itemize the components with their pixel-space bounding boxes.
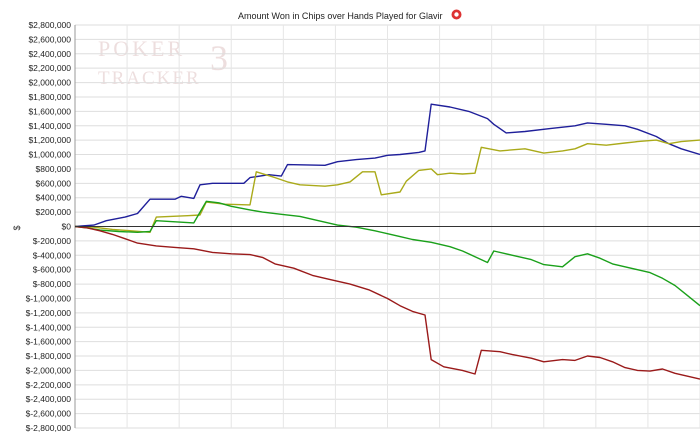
y-tick-label: $1,000,000 [28,150,71,160]
y-tick-label: $-1,400,000 [26,322,72,332]
series-lines [74,103,700,380]
series-line-2 [74,200,700,307]
series-line-3 [74,225,700,380]
y-tick-label: $200,000 [36,207,72,217]
y-tick-label: $2,800,000 [28,20,71,30]
y-tick-label: $2,000,000 [28,78,71,88]
poker-chip-icon [451,9,462,22]
y-tick-label: $600,000 [36,178,72,188]
y-tick-label: $2,600,000 [28,34,71,44]
y-axis-label: $ [12,225,22,230]
y-tick-label: $400,000 [36,193,72,203]
svg-text:TRACKER: TRACKER [98,68,201,89]
y-tick-label: $1,200,000 [28,135,71,145]
y-tick-label: $2,400,000 [28,49,71,59]
series-line-1 [74,139,700,233]
y-tick-label: $-2,800,000 [26,423,72,433]
grid-lines [74,24,700,429]
y-tick-label: $-2,400,000 [26,394,72,404]
y-tick-label: $-2,600,000 [26,409,72,419]
y-tick-label: $-200,000 [33,236,72,246]
y-tick-label: $1,400,000 [28,121,71,131]
y-tick-label: $-1,200,000 [26,308,72,318]
y-tick-label: $-2,200,000 [26,380,72,390]
svg-text:POKER: POKER [98,36,185,61]
chart-title: Amount Won in Chips over Hands Played fo… [0,9,700,22]
y-tick-label: $2,200,000 [28,63,71,73]
svg-text:3: 3 [210,38,228,78]
y-tick-label: $1,600,000 [28,106,71,116]
y-tick-label: $-1,800,000 [26,351,72,361]
pokertracker-watermark: POKER TRACKER 3 [98,36,228,89]
y-tick-label: $-800,000 [33,279,72,289]
y-tick-label: $-1,000,000 [26,293,72,303]
chart-title-text: Amount Won in Chips over Hands Played fo… [238,10,443,21]
y-tick-label: $-600,000 [33,265,72,275]
series-line-0 [74,103,700,228]
y-tick-label: $1,800,000 [28,92,71,102]
y-axis-ticks: $2,800,000 $2,600,000 $2,400,000 $2,200,000… [26,20,72,433]
y-tick-label: $800,000 [36,164,72,174]
y-tick-label: $-2,000,000 [26,365,72,375]
y-tick-label: $0 [62,222,72,232]
y-tick-label: $-400,000 [33,250,72,260]
y-tick-label: $-1,600,000 [26,337,72,347]
